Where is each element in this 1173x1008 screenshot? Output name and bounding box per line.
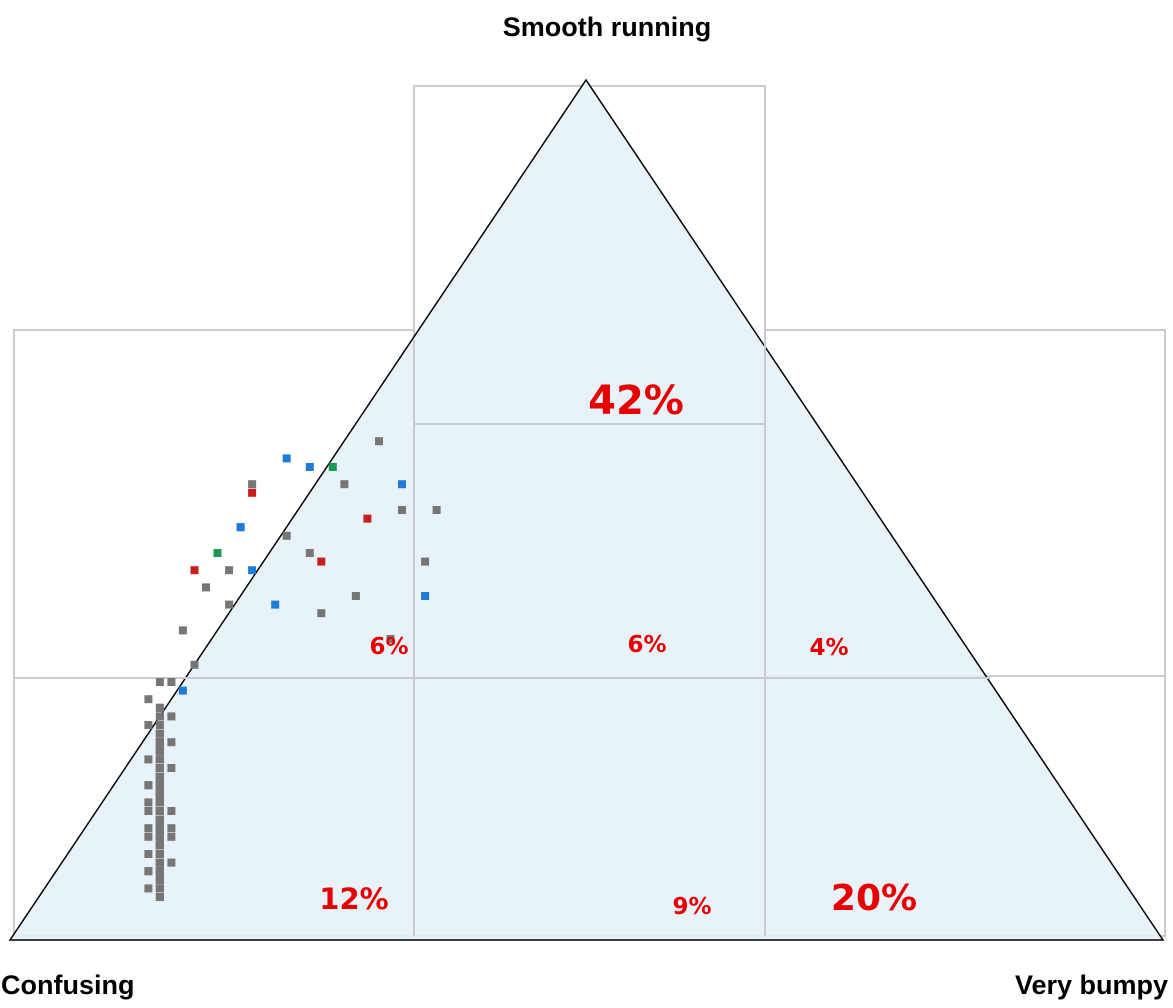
- data-point-gray: [386, 635, 395, 643]
- data-point-gray: [155, 738, 164, 747]
- data-point-gray: [155, 875, 164, 884]
- data-point-gray: [144, 807, 153, 815]
- data-point-gray: [167, 764, 176, 772]
- data-point-gray: [155, 678, 164, 686]
- data-point-gray: [167, 712, 176, 721]
- data-point-blue: [398, 480, 406, 489]
- percent-label-middle-center: 6%: [627, 632, 666, 658]
- data-point-gray: [190, 660, 199, 669]
- percent-label-bottom-left: 12%: [319, 882, 388, 916]
- data-point-green: [213, 549, 222, 557]
- data-point-red: [248, 488, 257, 497]
- data-point-gray: [155, 893, 164, 901]
- data-point-gray: [155, 884, 164, 893]
- percent-label-top: 42%: [588, 378, 684, 424]
- data-point-gray: [167, 807, 176, 815]
- data-point-gray: [155, 832, 164, 841]
- data-point-gray: [155, 703, 164, 712]
- data-point-gray: [155, 764, 164, 772]
- data-point-blue: [282, 454, 291, 463]
- data-point-blue: [236, 523, 245, 532]
- points-layer: [144, 437, 441, 901]
- data-point-blue: [178, 686, 187, 695]
- data-point-gray: [155, 789, 164, 798]
- data-point-gray: [155, 729, 164, 738]
- data-point-gray: [305, 549, 314, 557]
- data-point-gray: [155, 858, 164, 867]
- data-point-red: [363, 514, 372, 523]
- data-point-gray: [167, 824, 176, 833]
- data-point-gray: [202, 583, 210, 592]
- data-point-gray: [178, 626, 187, 635]
- data-point-gray: [155, 712, 164, 721]
- data-point-gray: [144, 721, 153, 729]
- data-point-gray: [144, 850, 153, 858]
- data-point-gray: [155, 807, 164, 815]
- data-point-gray: [398, 506, 406, 514]
- data-point-gray: [248, 480, 257, 489]
- data-point-gray: [421, 557, 430, 566]
- ternary-triangle: [8, 78, 1165, 941]
- data-point-gray: [167, 738, 176, 747]
- data-point-gray: [155, 746, 164, 755]
- data-point-gray: [167, 832, 176, 841]
- data-point-gray: [340, 480, 349, 489]
- data-point-gray: [144, 695, 153, 704]
- data-point-red: [317, 557, 326, 566]
- percent-label-middle-right: 4%: [809, 635, 848, 661]
- data-point-blue: [421, 592, 430, 600]
- data-point-gray: [155, 781, 164, 790]
- data-point-gray: [144, 884, 153, 893]
- data-point-gray: [144, 832, 153, 841]
- data-point-gray: [225, 600, 234, 609]
- data-point-gray: [282, 531, 291, 540]
- data-point-gray: [155, 824, 164, 833]
- data-point-gray: [155, 755, 164, 764]
- data-point-blue: [305, 463, 314, 471]
- data-point-gray: [155, 721, 164, 729]
- data-point-green: [328, 463, 337, 471]
- data-point-gray: [432, 506, 441, 514]
- data-point-gray: [317, 609, 326, 618]
- percent-label-bottom-right: 20%: [831, 878, 917, 919]
- data-point-gray: [155, 841, 164, 850]
- percent-label-middle-left: 6%: [369, 634, 408, 660]
- data-point-gray: [167, 678, 176, 686]
- data-point-gray: [144, 781, 153, 790]
- data-point-gray: [375, 437, 383, 446]
- data-point-blue: [248, 566, 257, 575]
- data-point-gray: [351, 592, 360, 600]
- data-point-gray: [225, 566, 234, 575]
- data-point-gray: [144, 755, 153, 764]
- corner-label-left: Confusing: [1, 970, 134, 1000]
- data-point-gray: [155, 815, 164, 824]
- corner-label-right: Very bumpy: [1015, 970, 1168, 1000]
- data-point-gray: [167, 858, 176, 867]
- data-point-gray: [144, 867, 153, 876]
- data-point-blue: [271, 600, 280, 609]
- data-point-gray: [155, 850, 164, 858]
- data-point-gray: [144, 798, 153, 807]
- data-point-gray: [155, 798, 164, 807]
- corner-label-top: Smooth running: [503, 12, 711, 42]
- data-point-gray: [155, 772, 164, 781]
- data-point-red: [190, 566, 199, 575]
- data-point-gray: [155, 867, 164, 876]
- grid-lines-inside: [180, 340, 990, 936]
- data-point-gray: [144, 824, 153, 833]
- percent-label-bottom-center: 9%: [672, 894, 711, 920]
